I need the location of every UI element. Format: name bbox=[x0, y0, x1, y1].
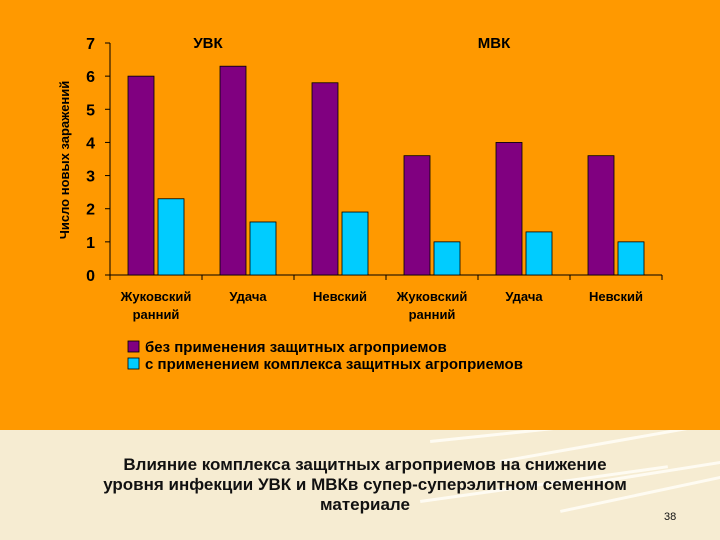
page-number: 38 bbox=[664, 511, 677, 523]
y-tick-label: 7 bbox=[86, 36, 95, 53]
y-tick-label: 0 bbox=[86, 268, 95, 285]
bar-with-measures bbox=[433, 241, 461, 276]
x-category-label: Удача bbox=[505, 289, 543, 304]
y-tick-label: 6 bbox=[86, 69, 95, 86]
x-category-label: Невский bbox=[313, 289, 367, 304]
group-title: УВК bbox=[193, 35, 223, 52]
bar-without-measures bbox=[127, 75, 155, 276]
legend-swatch bbox=[127, 340, 140, 353]
bar-without-measures bbox=[219, 65, 247, 276]
bar-with-measures bbox=[525, 231, 553, 276]
slide-caption: Влияние комплекса защитных агроприемов н… bbox=[40, 455, 690, 515]
y-tick-label: 3 bbox=[86, 169, 95, 186]
bar-with-measures bbox=[249, 221, 277, 276]
caption-line: уровня инфекции УВК и МВКв супер-суперэл… bbox=[103, 475, 627, 494]
x-category-label: Невский bbox=[589, 289, 643, 304]
bar-with-measures bbox=[341, 211, 369, 276]
x-category-label: Жуковский bbox=[120, 289, 192, 304]
legend-label: без применения защитных агроприемов bbox=[145, 339, 447, 356]
bar-with-measures bbox=[157, 198, 185, 276]
y-axis-label: Число новых заражений bbox=[57, 81, 72, 240]
legend-label: с применением комплекса защитных агропри… bbox=[145, 356, 523, 373]
x-category-label: Удача bbox=[229, 289, 267, 304]
y-tick-label: 4 bbox=[86, 135, 95, 152]
footer-band bbox=[0, 430, 720, 540]
x-category-label: ранний bbox=[133, 307, 180, 322]
group-title: МВК bbox=[478, 35, 511, 52]
bar-without-measures bbox=[311, 82, 339, 276]
bar-with-measures bbox=[617, 241, 645, 276]
bar-chart: 0 1 2 3 4 5 6 7 Число новых заражений Жуковский ра… bbox=[57, 35, 663, 373]
caption-line: материале bbox=[320, 495, 410, 514]
x-category-label: Жуковский bbox=[396, 289, 468, 304]
y-tick-label: 2 bbox=[86, 202, 95, 219]
y-tick-label: 1 bbox=[86, 235, 95, 252]
bar-without-measures bbox=[403, 155, 431, 276]
caption-line: Влияние комплекса защитных агроприемов н… bbox=[123, 455, 607, 474]
bar-without-measures bbox=[587, 155, 615, 276]
x-category-label: ранний bbox=[409, 307, 456, 322]
y-tick-label: 5 bbox=[86, 102, 95, 119]
decorative-stripe bbox=[430, 430, 580, 443]
legend-swatch bbox=[127, 357, 140, 370]
bar-without-measures bbox=[495, 142, 523, 276]
